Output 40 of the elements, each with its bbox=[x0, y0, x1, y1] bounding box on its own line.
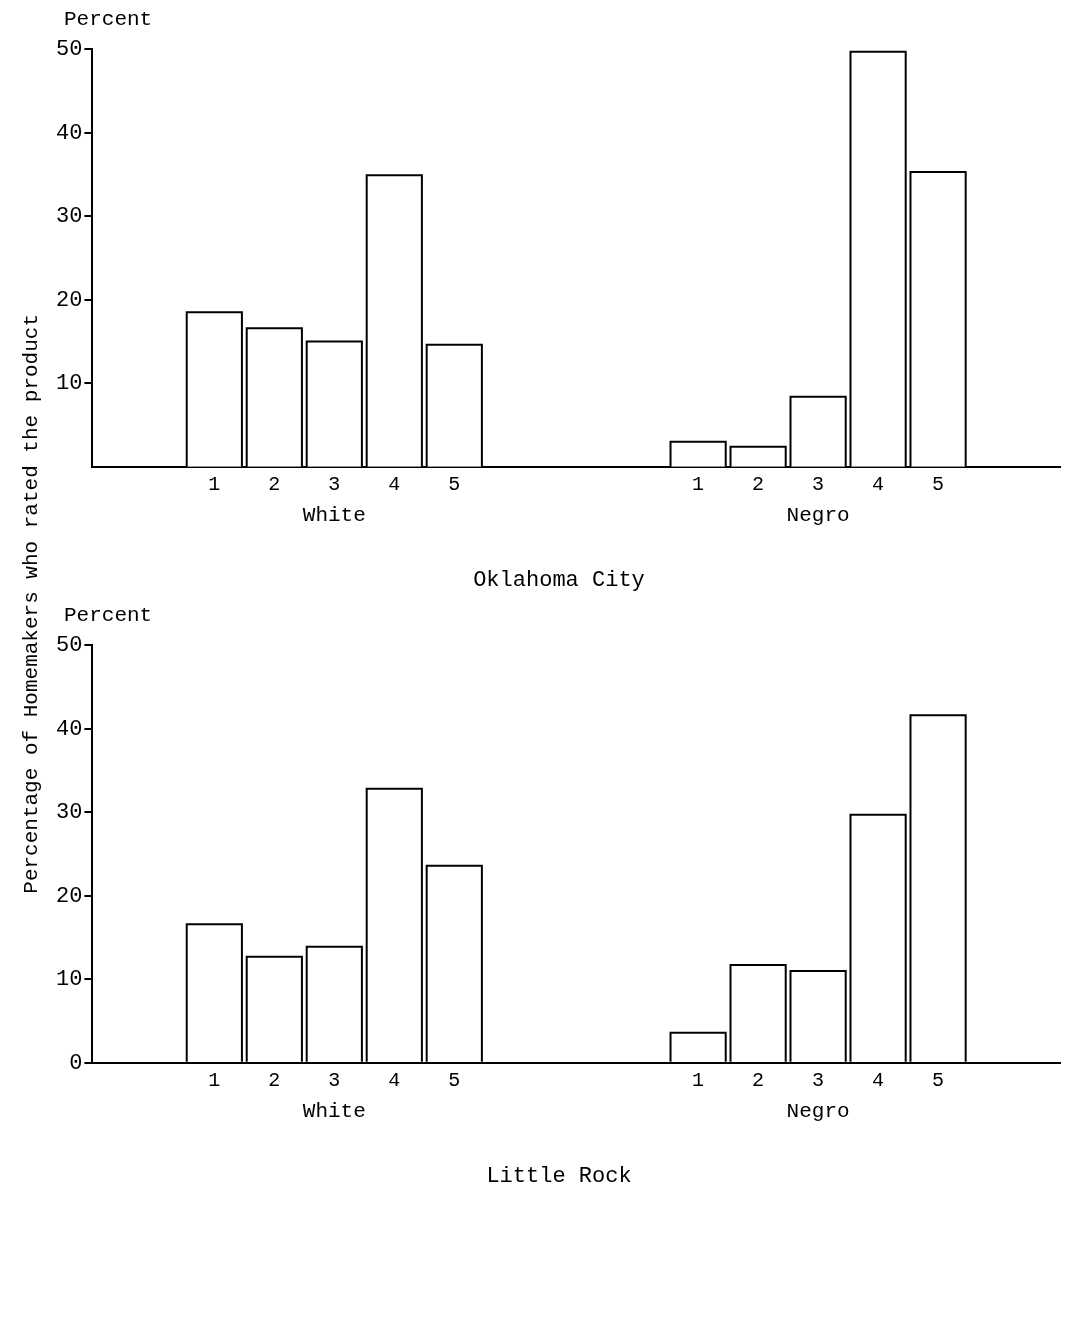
text: 4 bbox=[872, 1069, 885, 1093]
text: 2 bbox=[752, 473, 765, 497]
series-label: 1 bbox=[208, 473, 221, 497]
y-tick-label: 50 bbox=[56, 37, 83, 63]
x-tick-label: White bbox=[302, 1099, 366, 1123]
y-tick-label: 10 bbox=[56, 967, 83, 993]
y-tick-label: 30 bbox=[56, 204, 83, 230]
y-axis-title: Percent bbox=[63, 8, 154, 33]
y-tick-label: 10 bbox=[56, 371, 83, 397]
series-label: 2 bbox=[268, 1069, 281, 1093]
y-tick-label: 50 bbox=[56, 633, 83, 659]
y-tick-label: 0 bbox=[69, 1050, 83, 1076]
text: 5 bbox=[932, 1069, 945, 1093]
text: 1 bbox=[692, 1069, 705, 1093]
series-label: 5 bbox=[448, 473, 461, 497]
text: 3 bbox=[812, 1069, 825, 1093]
y-tick-label: 20 bbox=[56, 287, 83, 313]
series-label: 5 bbox=[448, 1069, 461, 1093]
series-label: 3 bbox=[328, 473, 341, 497]
x-tick-label: Negro bbox=[786, 1099, 850, 1123]
text: Percentage of Homemakers who rated the product bbox=[19, 314, 43, 894]
series-label: 4 bbox=[388, 473, 401, 497]
series-label: 1 bbox=[208, 1069, 221, 1093]
text: 4 bbox=[872, 473, 885, 497]
y-tick-label: 40 bbox=[56, 120, 83, 146]
text: Oklahoma City bbox=[472, 568, 646, 595]
text: 1 bbox=[692, 473, 705, 497]
y-axis-title: Percent bbox=[63, 604, 154, 629]
text: Little Rock bbox=[485, 1164, 633, 1191]
y-tick-label: 40 bbox=[56, 716, 83, 742]
text: 3 bbox=[812, 473, 825, 497]
y-tick-label: 20 bbox=[56, 883, 83, 909]
series-label: 2 bbox=[268, 473, 281, 497]
x-tick-label: White bbox=[302, 503, 366, 527]
y-tick-label: 30 bbox=[56, 800, 83, 826]
text: 5 bbox=[932, 473, 945, 497]
series-label: 3 bbox=[328, 1069, 341, 1093]
series-label: 4 bbox=[388, 1069, 401, 1093]
text: 2 bbox=[752, 1069, 765, 1093]
x-tick-label: Negro bbox=[786, 503, 850, 527]
